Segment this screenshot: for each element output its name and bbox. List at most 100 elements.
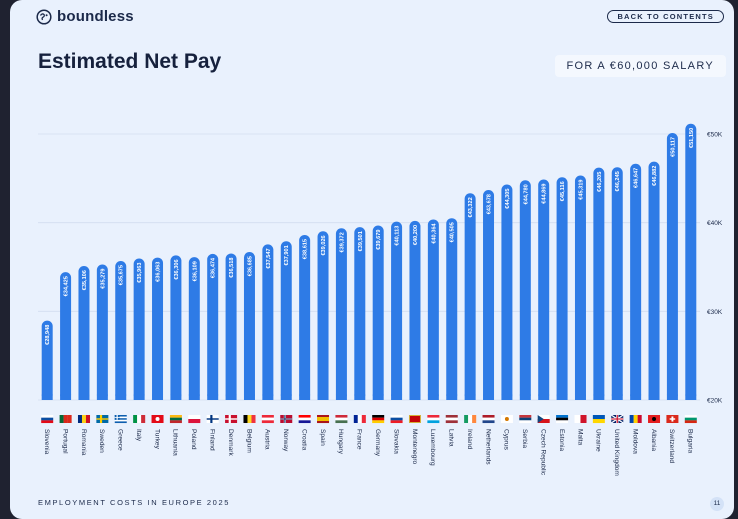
flag-icon (372, 415, 385, 424)
flag-part (85, 415, 91, 423)
flag-part (556, 417, 569, 421)
bar-ireland[interactable] (464, 193, 476, 400)
flag-part (67, 415, 72, 423)
category-label: Germany (374, 429, 381, 457)
bar-switzerland[interactable] (666, 132, 678, 401)
bar-malta[interactable] (574, 175, 586, 400)
bar-luxembourg[interactable] (427, 219, 439, 400)
bar-poland[interactable] (188, 257, 200, 400)
flag-part (188, 419, 201, 424)
flag-part (169, 417, 182, 421)
flag-part (592, 415, 605, 420)
flag-part (251, 415, 256, 423)
bar-value-label: €46,882 (652, 166, 658, 186)
category-label: Lithuania (172, 429, 179, 456)
bar-value-label: €40,364 (431, 223, 437, 244)
flag-part (114, 419, 127, 422)
bar-value-label: €34,425 (64, 276, 70, 296)
bar-france[interactable] (354, 227, 366, 400)
bar-base (666, 394, 678, 400)
flag-icon (188, 415, 201, 424)
flag-part (372, 417, 385, 421)
flag-part (633, 415, 638, 423)
bar-base (648, 394, 660, 400)
bar-spain[interactable] (317, 231, 329, 400)
flag-part (137, 415, 142, 423)
bar-italy[interactable] (133, 258, 145, 400)
bar-slovakia[interactable] (391, 221, 403, 400)
bar-serbia[interactable] (519, 180, 531, 400)
bar-slovenia[interactable] (41, 320, 53, 400)
bar-base (280, 394, 292, 400)
brand-logo[interactable]: boundless (36, 8, 134, 25)
flag-part (427, 420, 440, 424)
bar-base (538, 394, 550, 400)
flag-icon (59, 415, 72, 423)
bar-norway[interactable] (280, 241, 292, 400)
bar-finland[interactable] (207, 253, 219, 400)
flag-part (63, 415, 68, 423)
bar-lithuania[interactable] (170, 255, 182, 400)
flag-icon (390, 415, 403, 424)
category-label: Portugal (61, 429, 68, 454)
category-label: United Kingdom (613, 429, 620, 476)
flag-icon (317, 415, 330, 424)
flag-icon (353, 415, 366, 423)
bar-hungary[interactable] (335, 228, 347, 400)
bar-base (262, 394, 274, 400)
bar-turkey[interactable] (152, 257, 164, 400)
bar-austria[interactable] (262, 244, 274, 400)
bar-base (372, 394, 384, 400)
bar-portugal[interactable] (60, 272, 72, 400)
flag-icon (280, 415, 293, 423)
bar-moldova[interactable] (630, 163, 642, 400)
bar-greece[interactable] (115, 261, 127, 400)
bar-united-kingdom[interactable] (611, 167, 623, 400)
category-label: Sweden (98, 429, 105, 453)
bar-sweden[interactable] (96, 264, 108, 400)
bar-value-label: €46,205 (597, 172, 603, 192)
bar-estonia[interactable] (556, 177, 568, 400)
bar-romania[interactable] (78, 266, 90, 400)
category-label: Switzerland (668, 429, 675, 463)
bar-cyprus[interactable] (501, 184, 513, 400)
bar-montenegro[interactable] (409, 220, 421, 400)
bar-value-label: €36,518 (229, 258, 235, 278)
y-tick-label: €20K (707, 398, 723, 405)
bar-value-label: €45,116 (560, 181, 566, 201)
bar-croatia[interactable] (299, 234, 311, 400)
flag-part (357, 415, 362, 423)
bar-base (299, 394, 311, 400)
y-tick-label: €40K (707, 220, 723, 227)
bar-albania[interactable] (648, 161, 660, 400)
flag-part (298, 417, 311, 421)
category-label: Slovakia (392, 429, 399, 454)
bar-base (354, 394, 366, 400)
bar-latvia[interactable] (446, 218, 458, 400)
bar-czech-republic[interactable] (538, 179, 550, 400)
page-number[interactable]: 11 (710, 497, 724, 511)
bar-bulgaria[interactable] (685, 123, 697, 400)
flag-part (537, 415, 544, 423)
bar-value-label: €44,869 (542, 183, 548, 203)
flag-icon (666, 415, 679, 423)
bar-germany[interactable] (372, 225, 384, 400)
flag-part (77, 415, 83, 423)
category-label: Spain (319, 429, 326, 446)
bar-netherlands[interactable] (483, 190, 495, 400)
bar-value-label: €44,305 (505, 188, 511, 208)
bar-value-label: €36,306 (174, 259, 180, 279)
flag-part (629, 415, 634, 423)
flag-part (427, 417, 440, 421)
bar-ukraine[interactable] (593, 167, 605, 400)
flag-part (335, 420, 348, 424)
bar-base (335, 394, 347, 400)
category-label: Estonia (558, 429, 565, 451)
category-label: Latvia (448, 429, 455, 447)
flag-icon (445, 415, 458, 424)
bar-base (630, 394, 642, 400)
bar-belgium[interactable] (243, 252, 255, 400)
flag-part (361, 415, 366, 423)
back-to-contents-button[interactable]: BACK TO CONTENTS (607, 10, 724, 23)
bar-denmark[interactable] (225, 253, 237, 400)
